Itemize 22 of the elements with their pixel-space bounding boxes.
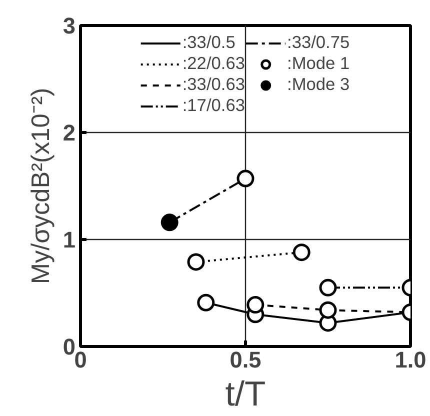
y-axis-title: My/σycdB²(x10⁻²) — [26, 88, 55, 284]
point — [246, 296, 264, 314]
point — [319, 278, 337, 296]
legend-label: :33/0.63 — [182, 74, 245, 95]
point — [292, 244, 310, 262]
legend-label: :22/0.63 — [182, 53, 245, 74]
legend-label: :Mode 1 — [287, 53, 350, 74]
x-tick-label: 0.5 — [230, 346, 262, 372]
y-tick-label: 2 — [62, 120, 76, 146]
point — [187, 253, 205, 271]
point — [160, 214, 178, 232]
point — [197, 294, 215, 312]
y-tick-label: 3 — [62, 12, 76, 38]
x-tick-label: 1.0 — [394, 346, 426, 372]
y-tick-label: 1 — [62, 226, 76, 252]
legend-label: :33/0.75 — [287, 32, 350, 53]
x-axis-title: t/T — [225, 376, 266, 414]
legend-label: :33/0.5 — [182, 32, 236, 53]
point — [319, 301, 337, 319]
legend-label: :Mode 3 — [287, 74, 350, 95]
point — [236, 170, 254, 188]
legend-label: :17/0.63 — [182, 95, 245, 116]
